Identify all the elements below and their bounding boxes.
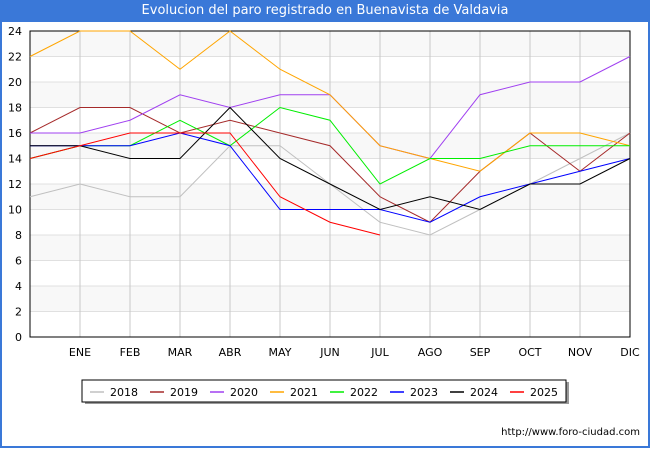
chart-title: Evolucion del paro registrado en Buenavi…	[0, 0, 650, 22]
legend-label-2019: 2019	[170, 386, 198, 399]
y-tick-label: 2	[15, 306, 22, 319]
legend-label-2024: 2024	[470, 386, 498, 399]
x-tick-label: NOV	[568, 346, 593, 359]
legend-label-2023: 2023	[410, 386, 438, 399]
x-tick-label: AGO	[418, 346, 443, 359]
source-url[interactable]: http://www.foro-ciudad.com	[501, 427, 640, 438]
legend-label-2020: 2020	[230, 386, 258, 399]
y-tick-label: 16	[8, 127, 22, 140]
series-line-2021	[29, 30, 631, 172]
y-tick-label: 20	[8, 76, 22, 89]
y-tick-label: 4	[15, 280, 22, 293]
x-tick-label: FEB	[120, 346, 141, 359]
x-tick-label: ENE	[69, 346, 91, 359]
plot-border	[29, 30, 631, 338]
legend-label-2025: 2025	[530, 386, 558, 399]
legend-label-2021: 2021	[290, 386, 318, 399]
y-tick-label: 24	[8, 25, 22, 38]
legend	[81, 379, 567, 403]
x-tick-label: MAR	[168, 346, 193, 359]
x-tick-label: JUN	[319, 346, 340, 359]
y-tick-label: 8	[15, 229, 22, 242]
y-tick-label: 12	[8, 178, 22, 191]
y-tick-label: 14	[8, 153, 22, 166]
x-tick-label: JUL	[370, 346, 389, 359]
x-tick-label: ABR	[219, 346, 242, 359]
y-tick-label: 22	[8, 51, 22, 64]
y-tick-label: 0	[15, 331, 22, 344]
x-tick-label: OCT	[518, 346, 541, 359]
series-line-2024	[30, 106, 631, 211]
legend-label-2018: 2018	[110, 386, 138, 399]
series-line-2025	[29, 132, 381, 236]
x-tick-label: MAY	[269, 346, 292, 359]
x-tick-label: SEP	[470, 346, 491, 359]
y-tick-label: 6	[15, 255, 22, 268]
y-tick-label: 18	[8, 102, 22, 115]
y-tick-label: 10	[8, 204, 22, 217]
legend-label-2022: 2022	[350, 386, 378, 399]
x-tick-label: DIC	[620, 346, 640, 359]
